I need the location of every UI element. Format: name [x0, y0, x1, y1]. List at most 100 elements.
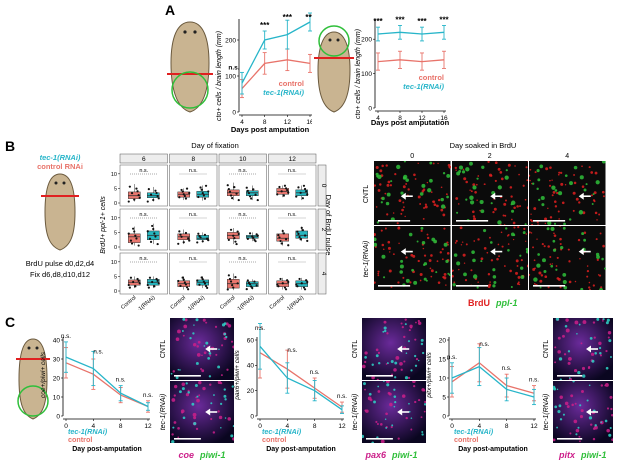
data-point: [133, 198, 136, 201]
cell-signal: [602, 320, 604, 322]
series-line-control: [241, 59, 311, 90]
data-point: [303, 187, 307, 191]
cell-signal: [554, 346, 557, 349]
cell-signal: [540, 274, 544, 277]
data-point: [297, 186, 300, 189]
data-point: [255, 284, 258, 287]
cell-signal: [492, 275, 496, 279]
cell-signal: [398, 199, 402, 203]
cell-signal: [607, 336, 610, 339]
ns-label: n.s.: [143, 392, 153, 399]
arrow-icon: [400, 192, 406, 200]
cell-signal: [609, 395, 613, 399]
cell-signal: [562, 413, 565, 416]
cell-signal: [524, 198, 526, 201]
cell-signal: [543, 269, 547, 273]
significance-label: ***: [417, 17, 427, 26]
ns-label: n.s.: [310, 369, 320, 376]
cell-signal: [559, 242, 562, 246]
series-line-tec1: [259, 345, 343, 411]
data-point: [182, 241, 185, 244]
data-point: [188, 191, 191, 195]
cell-signal: [458, 165, 463, 170]
facet-panel: [119, 208, 168, 251]
facet-panel: [218, 252, 267, 295]
significance-label: ***: [305, 13, 312, 22]
cell-signal: [394, 376, 397, 379]
data-point: [299, 191, 302, 194]
cell-signal: [536, 238, 538, 240]
data-point: [286, 279, 289, 282]
cell-signal: [383, 380, 385, 383]
cell-signal: [536, 263, 541, 268]
right-title: Day of BrdU pulse: [324, 195, 333, 256]
cell-signal: [574, 280, 577, 283]
data-point: [137, 193, 140, 197]
cell-signal: [419, 192, 424, 196]
cell-signal: [396, 222, 399, 225]
ns-label: n.s.: [255, 325, 265, 332]
data-point: [231, 284, 234, 287]
cell-signal: [559, 225, 561, 227]
cell-signal: [487, 273, 490, 276]
cell-signal: [394, 361, 398, 365]
cell-signal: [502, 214, 505, 217]
micrograph-haze: [553, 318, 613, 380]
cell-signal: [415, 321, 417, 324]
data-point: [136, 277, 139, 281]
series-line-tec1: [65, 356, 149, 408]
cell-signal: [195, 318, 199, 322]
cell-signal: [410, 417, 413, 419]
ylabel: pax6+/piwi+ cells: [234, 350, 241, 401]
cell-signal: [460, 244, 462, 246]
cell-signal: [580, 409, 584, 413]
cell-signal: [594, 425, 598, 430]
cell-signal: [447, 243, 449, 246]
cell-signal: [224, 398, 227, 401]
ns-label: n.s.: [502, 365, 512, 372]
chart-c-coe: 0 10 20 30 40 0 4 8 12 coe+/piwi+ cells n.s. n.s. n.…: [40, 333, 153, 453]
cell-signal: [221, 344, 224, 347]
cell-signal: [573, 181, 577, 185]
cell-signal: [419, 273, 423, 277]
x-tick-label: 4: [376, 115, 380, 122]
cell-signal: [582, 374, 586, 378]
cell-signal: [371, 363, 374, 366]
cell-signal: [513, 165, 516, 167]
data-point: [138, 282, 141, 285]
arrow-icon: [578, 192, 584, 200]
cell-signal: [534, 171, 537, 174]
data-point: [196, 279, 199, 282]
legend-tec1: tec-1(RNAi): [68, 427, 108, 436]
data-point: [232, 286, 235, 289]
x-tick-label: 4: [478, 423, 482, 430]
data-point: [295, 283, 298, 286]
cell-signal: [597, 274, 600, 276]
data-point: [202, 194, 205, 197]
cell-signal: [483, 183, 485, 185]
strip-pulse-4: [317, 252, 327, 295]
cell-signal: [562, 226, 566, 230]
y-tick-label: 10: [111, 260, 117, 266]
y-tick-label: 5: [114, 274, 117, 280]
facet-panel: [218, 208, 267, 251]
cell-signal: [596, 258, 599, 262]
cell-signal: [560, 182, 564, 186]
cell-signal: [452, 281, 455, 284]
cell-signal: [550, 264, 554, 268]
cell-signal: [454, 241, 457, 244]
stain-legend-b: ppl-1: [495, 298, 518, 308]
cell-signal: [530, 213, 532, 215]
series-line-control: [65, 362, 149, 408]
cell-signal: [200, 368, 203, 370]
cell-signal: [171, 433, 174, 436]
y-tick-label: 0: [114, 201, 117, 207]
cell-signal: [173, 421, 177, 424]
data-point: [279, 239, 282, 243]
cell-signal: [413, 173, 416, 177]
cell-signal: [475, 199, 478, 202]
cell-signal: [599, 354, 603, 357]
cell-signal: [518, 283, 520, 286]
data-point: [181, 276, 184, 279]
cell-signal: [516, 265, 518, 267]
